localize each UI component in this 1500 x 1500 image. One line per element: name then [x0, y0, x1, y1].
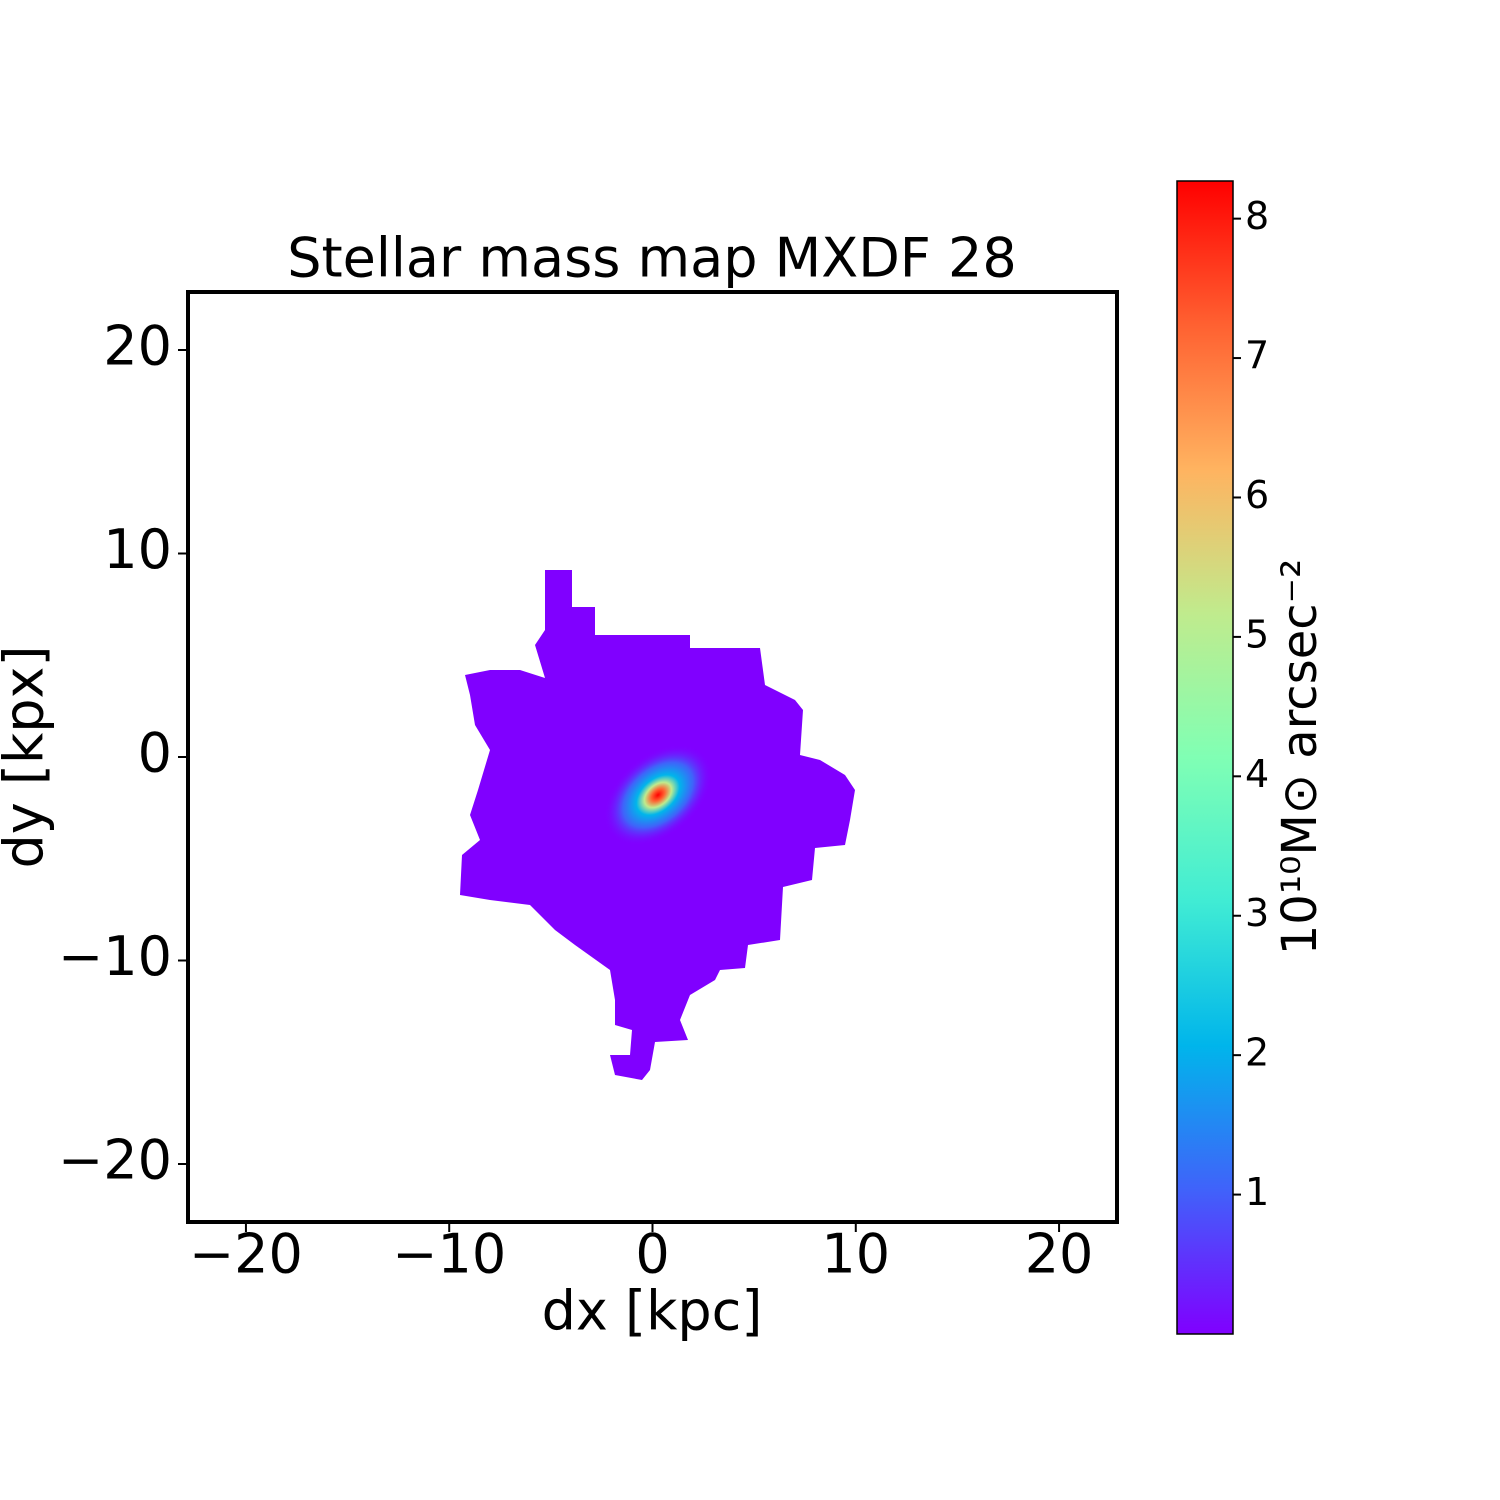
colorbar-tick-label: 6: [1245, 473, 1269, 517]
y-tick-label: 0: [138, 722, 172, 785]
x-axis-label: dx [kpc]: [542, 1280, 763, 1343]
x-tick-label: −10: [392, 1223, 506, 1286]
x-tick-label: 10: [821, 1223, 890, 1286]
y-tick-label: −10: [58, 925, 172, 988]
y-tick-label: −20: [58, 1129, 172, 1192]
colorbar-tick-label: 8: [1245, 194, 1269, 238]
colorbar-tick-label: 7: [1245, 334, 1269, 378]
colorbar-tick-label: 4: [1245, 752, 1269, 796]
y-tick-label: 10: [103, 518, 172, 581]
y-tick-label: 20: [103, 315, 172, 378]
colorbar-tick-label: 5: [1245, 612, 1269, 656]
chart-title: Stellar mass map MXDF 28: [287, 227, 1017, 290]
x-tick-label: 20: [1025, 1223, 1094, 1286]
x-tick-label: 0: [635, 1223, 669, 1286]
colorbar-tick-label: 1: [1245, 1170, 1269, 1214]
colorbar-tick-label: 2: [1245, 1031, 1269, 1075]
colorbar-tick-label: 3: [1245, 891, 1269, 935]
x-tick-label: −20: [189, 1223, 303, 1286]
colorbar-label: 10¹⁰M⊙ arcsec⁻²: [1272, 559, 1328, 955]
colorbar: [1176, 180, 1234, 1335]
y-axis-label: dy [kpx]: [0, 645, 56, 868]
galaxy-core: [603, 744, 713, 846]
